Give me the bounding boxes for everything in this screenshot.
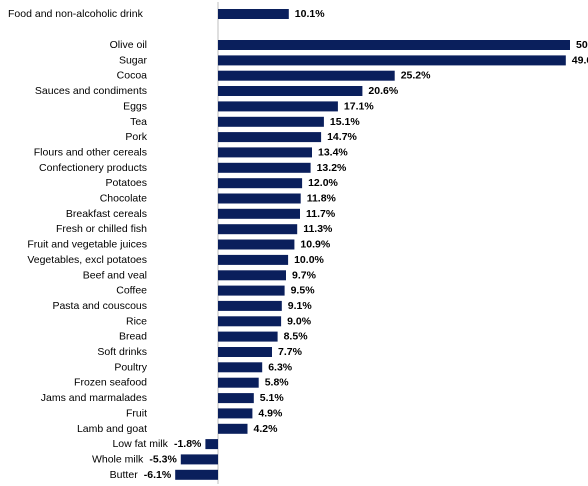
category-label-22: Frozen seafood — [74, 377, 147, 389]
category-label-4: Eggs — [123, 100, 147, 112]
value-label-24: 4.9% — [258, 407, 283, 419]
category-label-23: Jams and marmalades — [41, 392, 147, 404]
value-label-8: 13.2% — [317, 162, 347, 174]
value-labels-group: 10.1% 50.2% 49.6% 25.2%20.6% 17.1% 15.1% 14.7%… — [144, 8, 588, 481]
category-label-20: Soft drinks — [97, 346, 147, 358]
bar-7 — [218, 147, 312, 158]
value-label-0: 50.2% — [576, 39, 588, 51]
bar-4 — [218, 101, 338, 112]
bar-22 — [218, 377, 259, 388]
bar-28 — [175, 469, 218, 480]
category-label-25: Lamb and goat — [77, 423, 147, 435]
category-label-8: Confectionery products — [39, 162, 147, 174]
category-label-16: Coffee — [116, 285, 147, 297]
bar-20 — [218, 347, 272, 357]
category-label-6: Pork — [125, 131, 147, 143]
value-label-2: 25.2% — [401, 70, 431, 82]
category-label-28: Butter — [110, 469, 139, 481]
bar-header — [218, 9, 289, 19]
bar-18 — [218, 316, 282, 327]
bar-12 — [218, 224, 298, 235]
bar-5 — [218, 116, 324, 127]
category-label-13: Fruit and vegetable juices — [27, 239, 147, 251]
bar-8 — [218, 162, 311, 173]
value-label-12: 11.3% — [303, 223, 333, 235]
bar-26 — [205, 439, 218, 450]
category-label-18: Rice — [126, 315, 147, 327]
category-label-0: Olive oil — [110, 39, 147, 51]
category-label-26: Low fat milk — [112, 438, 168, 450]
bar-10 — [218, 193, 301, 204]
bar-23 — [218, 393, 254, 404]
category-label-17: Pasta and couscous — [52, 300, 147, 312]
value-label-3: 20.6% — [368, 85, 398, 97]
category-label-10: Chocolate — [100, 193, 147, 205]
value-label-7: 13.4% — [318, 146, 348, 158]
bar-6 — [218, 132, 322, 143]
category-label-21: Poultry — [114, 361, 147, 373]
bar-13 — [218, 239, 295, 250]
category-label-header: Food and non-alcoholic drink — [8, 8, 144, 20]
bar-14 — [218, 254, 289, 265]
value-label-4: 17.1% — [344, 100, 374, 112]
value-label-18: 9.0% — [287, 315, 312, 327]
bar-0 — [218, 40, 570, 50]
bar-2 — [218, 70, 395, 81]
category-label-12: Fresh or chilled fish — [56, 223, 147, 235]
bar-9 — [218, 178, 303, 189]
value-label-14: 10.0% — [294, 254, 324, 266]
value-label-15: 9.7% — [292, 269, 317, 281]
category-label-14: Vegetables, excl potatoes — [27, 254, 147, 266]
category-label-3: Sauces and condiments — [35, 85, 147, 97]
value-label-1: 49.6% — [572, 54, 588, 66]
category-label-27: Whole milk — [92, 453, 144, 465]
category-label-2: Cocoa — [117, 70, 148, 82]
bar-3 — [218, 86, 363, 96]
value-label-27: -5.3% — [149, 453, 177, 465]
category-label-7: Flours and other cereals — [34, 146, 147, 158]
value-label-6: 14.7% — [327, 131, 357, 143]
value-label-21: 6.3% — [268, 361, 293, 373]
bar-11 — [218, 208, 300, 219]
value-label-17: 9.1% — [288, 300, 313, 312]
value-label-20: 7.7% — [278, 346, 303, 358]
bar-21 — [218, 362, 263, 373]
category-label-1: Sugar — [119, 54, 148, 66]
value-label-13: 10.9% — [300, 239, 330, 251]
value-label-23: 5.1% — [260, 392, 285, 404]
category-label-19: Bread — [119, 331, 147, 343]
value-label-16: 9.5% — [291, 285, 316, 297]
bar-17 — [218, 300, 282, 311]
value-label-22: 5.8% — [265, 377, 290, 389]
bar-25 — [218, 423, 248, 434]
category-label-11: Breakfast cereals — [66, 208, 147, 220]
category-labels-group: Food and non-alcoholic drink Olive oil Sug… — [8, 8, 169, 481]
value-label-9: 12.0% — [308, 177, 338, 189]
value-label-25: 4.2% — [254, 423, 279, 435]
bars-group — [175, 9, 570, 480]
value-label-5: 15.1% — [330, 116, 360, 128]
bar-15 — [218, 270, 286, 281]
category-label-5: Tea — [130, 116, 147, 128]
value-label-26: -1.8% — [174, 438, 202, 450]
bar-27 — [180, 454, 218, 465]
value-label-11: 11.7% — [306, 208, 336, 220]
category-label-24: Fruit — [126, 407, 147, 419]
bar-16 — [218, 285, 285, 296]
value-label-header: 10.1% — [295, 8, 325, 20]
bar-19 — [218, 331, 278, 342]
value-label-10: 11.8% — [307, 193, 337, 205]
bar-24 — [218, 408, 253, 419]
bar-1 — [218, 55, 566, 66]
value-label-28: -6.1% — [144, 469, 172, 481]
category-label-15: Beef and veal — [83, 269, 147, 281]
category-label-9: Potatoes — [106, 177, 147, 189]
value-label-19: 8.5% — [284, 331, 309, 343]
